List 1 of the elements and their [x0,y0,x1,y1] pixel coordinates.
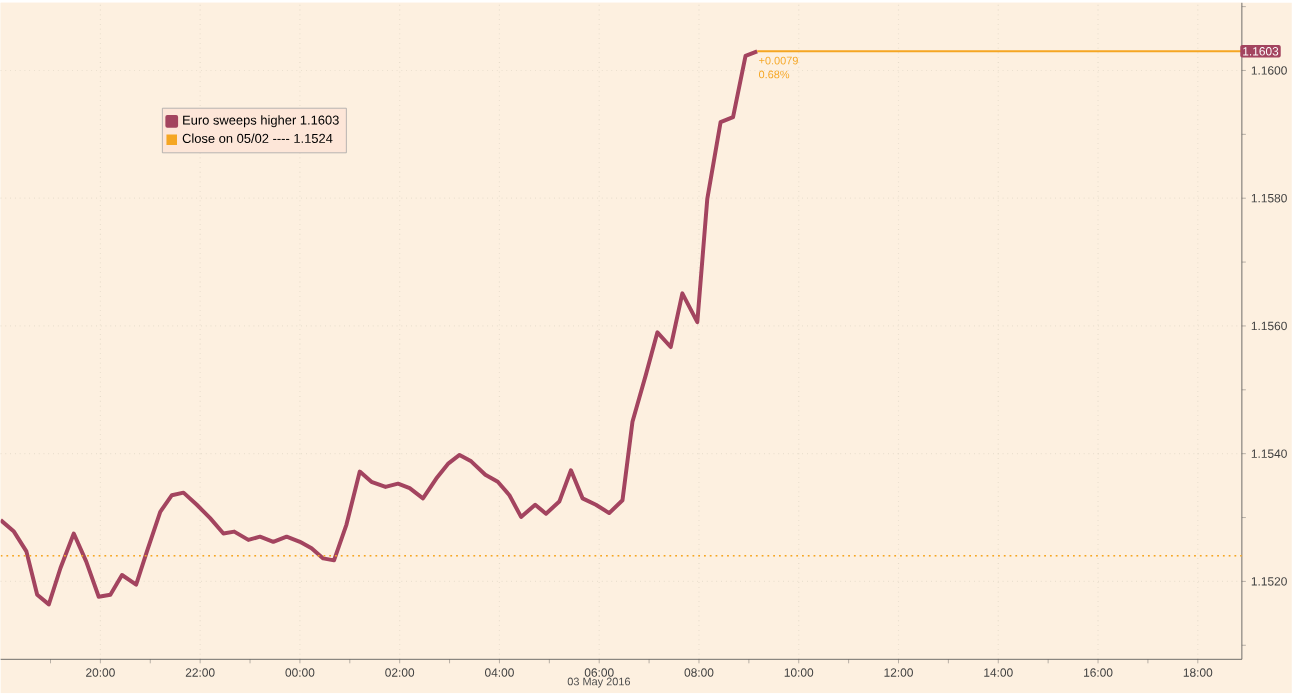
line-series [0,49,760,607]
